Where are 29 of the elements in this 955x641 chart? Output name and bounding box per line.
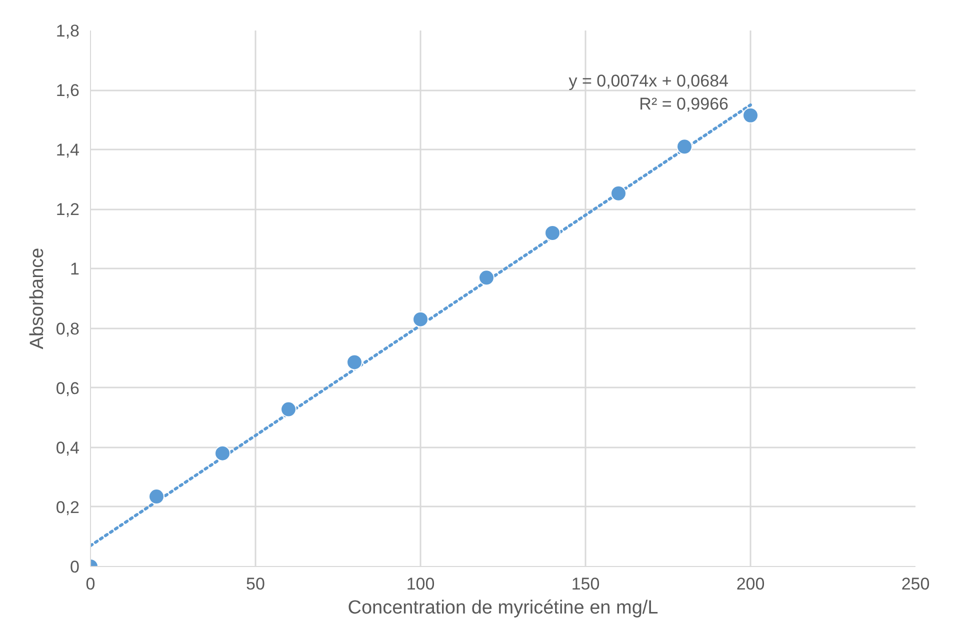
point <box>148 488 164 505</box>
point <box>610 185 626 202</box>
point <box>412 311 428 328</box>
x-tick-label: 50 <box>246 574 265 594</box>
x-tick-label: 100 <box>406 574 435 594</box>
annotation: y = 0,0074x + 0,0684 R² = 0,9966 <box>568 72 729 114</box>
x-axis-title: Concentration de myricétine en mg/L <box>348 598 658 618</box>
y-tick-label: 1,8 <box>56 22 80 40</box>
point <box>676 138 692 155</box>
point <box>214 445 230 462</box>
point <box>544 225 560 241</box>
y-tick-label: 1,4 <box>56 140 80 160</box>
y-axis-title: Absorbance <box>26 248 48 350</box>
y-tick-label: 0,4 <box>56 438 80 458</box>
x-tick-label: 150 <box>571 574 600 594</box>
y-tick-label: 1,2 <box>56 200 80 220</box>
y-tick-label: 0,2 <box>56 498 80 517</box>
y-tick-label: 0,6 <box>56 378 80 398</box>
y-tick-label: 1,6 <box>56 81 80 100</box>
x-tick-label: 250 <box>901 574 930 594</box>
y-tick-label: 0,8 <box>56 319 80 338</box>
point <box>346 354 362 370</box>
y-tick-label: 1 <box>70 260 80 279</box>
point <box>478 270 494 286</box>
x-tick-label: 0 <box>86 574 96 594</box>
point <box>742 107 758 124</box>
point <box>280 401 296 418</box>
y-tick-label: 0 <box>70 558 80 576</box>
x-tick-label: 200 <box>736 574 765 594</box>
